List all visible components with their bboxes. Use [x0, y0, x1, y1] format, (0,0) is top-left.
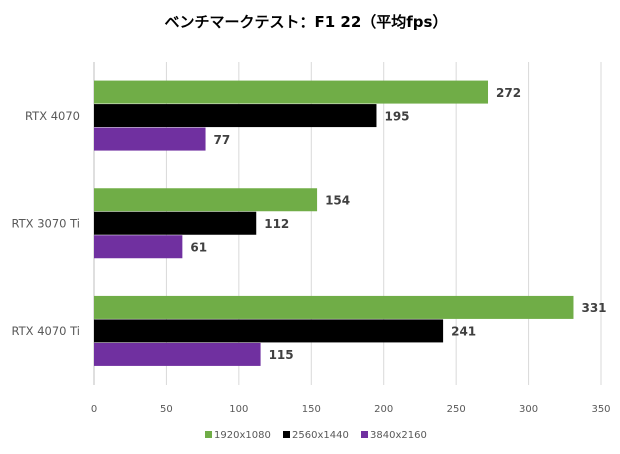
- legend-label: 1920x1080: [214, 430, 271, 441]
- category-label: RTX 4070: [25, 109, 80, 123]
- data-label: 272: [496, 86, 521, 100]
- legend-label: 3840x2160: [370, 430, 427, 441]
- legend-label: 2560x1440: [292, 430, 349, 441]
- x-tick-label: 200: [374, 404, 393, 415]
- x-tick-label: 50: [160, 404, 173, 415]
- data-label: 331: [581, 301, 606, 315]
- bar: [94, 104, 377, 128]
- bar: [94, 211, 257, 235]
- bar: [94, 342, 261, 366]
- bar: [94, 235, 183, 259]
- chart-title: ベンチマークテスト：F1 22（平均fps）: [165, 13, 448, 31]
- bar: [94, 295, 574, 319]
- data-label: 241: [451, 325, 476, 339]
- x-tick-label: 100: [229, 404, 248, 415]
- data-label: 61: [190, 241, 207, 255]
- data-label: 154: [325, 194, 350, 208]
- data-label: 195: [384, 109, 409, 123]
- x-tick-label: 0: [91, 404, 97, 415]
- legend-swatch: [361, 431, 368, 438]
- bar: [94, 80, 489, 104]
- category-label: RTX 3070 Ti: [11, 217, 80, 231]
- x-tick-label: 300: [519, 404, 538, 415]
- bar: [94, 319, 444, 343]
- bar: [94, 127, 206, 151]
- data-label: 115: [269, 348, 294, 362]
- x-tick-label: 250: [447, 404, 466, 415]
- data-label: 112: [264, 217, 289, 231]
- x-tick-label: 150: [302, 404, 321, 415]
- legend-swatch: [205, 431, 212, 438]
- data-label: 77: [214, 133, 231, 147]
- legend-swatch: [283, 431, 290, 438]
- x-tick-label: 350: [591, 404, 610, 415]
- bar: [94, 188, 318, 212]
- category-label: RTX 4070 Ti: [11, 324, 80, 338]
